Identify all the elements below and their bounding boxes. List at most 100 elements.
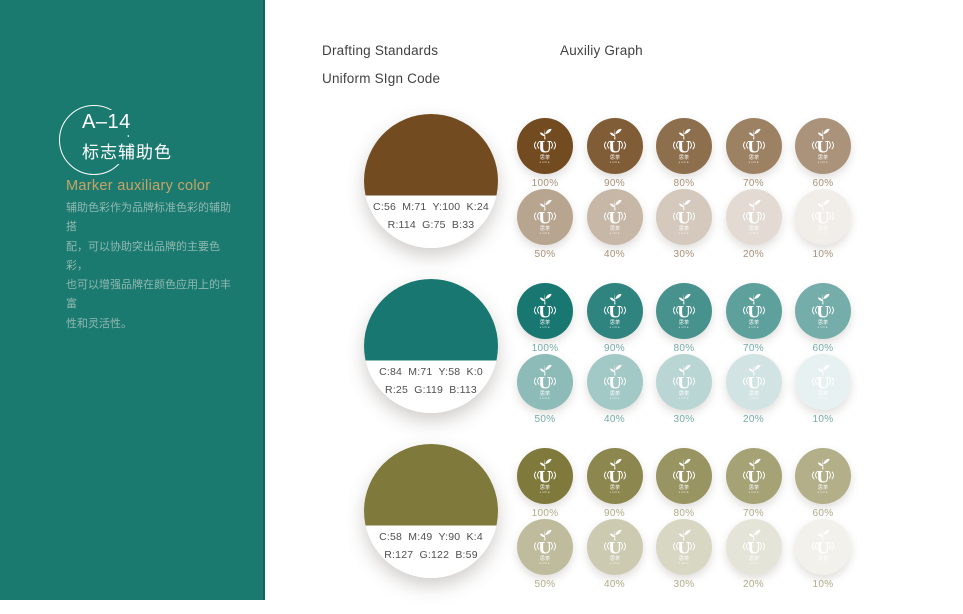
sicha-tea-logo-icon: U 思茶 sicha (673, 529, 695, 565)
rgb-value: R:114 G:75 B:33 (387, 219, 475, 231)
tint-circle-teal-70%: U 思茶 sicha (725, 283, 782, 339)
svg-text:sicha: sicha (748, 398, 759, 400)
sicha-tea-logo-icon: U 思茶 sicha (673, 364, 695, 400)
tint-label-row-high: 100% 90% 80% 70% 60% (517, 178, 851, 189)
svg-text:sicha: sicha (748, 233, 759, 235)
svg-text:思茶: 思茶 (679, 554, 689, 562)
sicha-tea-logo-icon: U 思茶 sicha (534, 128, 556, 164)
color-swatch-circle: C:58 M:49 Y:90 K:4 R:127 G:122 B:59 (364, 444, 498, 578)
tint-percent-label: 90% (604, 508, 625, 519)
svg-text:sicha: sicha (609, 563, 620, 565)
sicha-tea-logo-icon: U 思茶 sicha (603, 364, 626, 400)
tint-circle-teal-60%: U 思茶 sicha (795, 283, 851, 339)
sicha-tea-logo-icon: U 思茶 sicha (603, 529, 626, 565)
tint-percent-label: 100% (531, 343, 559, 354)
sicha-tea-logo-icon: U 思茶 sicha (534, 458, 556, 494)
tint-percent-label: 10% (812, 249, 834, 260)
tint-percent-label: 80% (673, 343, 695, 354)
sicha-tea-logo-icon: U 思茶 sicha (742, 128, 765, 164)
svg-text:思茶: 思茶 (748, 153, 758, 161)
description-line: 辅助色彩作为品牌标准色彩的辅助搭 (66, 202, 231, 234)
sicha-tea-logo-icon: U 思茶 sicha (742, 458, 765, 494)
svg-text:sicha: sicha (679, 492, 690, 494)
svg-text:思茶: 思茶 (748, 483, 758, 491)
svg-text:sicha: sicha (748, 327, 759, 329)
sicha-tea-logo-icon: U 思茶 sicha (534, 529, 556, 565)
description-line: 也可以增强品牌在颜色应用上的丰富 (66, 279, 231, 311)
svg-text:sicha: sicha (540, 563, 551, 565)
page-code: A–14 (80, 110, 135, 135)
sicha-tea-logo-icon: U 思茶 sicha (673, 458, 695, 494)
tint-row-low: U 思茶 sicha U 思茶 sicha U (517, 189, 851, 245)
tint-percent-label: 50% (534, 414, 556, 425)
svg-text:U: U (538, 375, 552, 393)
svg-text:思茶: 思茶 (609, 224, 619, 232)
tint-percent-label: 30% (673, 414, 695, 425)
cmyk-value: C:84 M:71 Y:58 K:0 (379, 366, 483, 378)
svg-text:思茶: 思茶 (609, 483, 619, 491)
sicha-tea-logo-icon: U 思茶 sicha (534, 293, 556, 329)
svg-text:思茶: 思茶 (748, 554, 758, 562)
svg-text:sicha: sicha (818, 492, 829, 494)
tint-circle-brown-20%: U 思茶 sicha (725, 189, 782, 245)
svg-text:sicha: sicha (679, 563, 690, 565)
svg-text:U: U (608, 540, 622, 558)
tint-row-low: U 思茶 sicha U 思茶 sicha U (517, 519, 851, 575)
svg-text:sicha: sicha (540, 398, 551, 400)
svg-text:sicha: sicha (818, 233, 829, 235)
sicha-tea-logo-icon: U 思茶 sicha (812, 364, 834, 400)
sicha-tea-logo-icon: U 思茶 sicha (603, 458, 626, 494)
tint-circle-brown-60%: U 思茶 sicha (795, 118, 851, 174)
svg-text:思茶: 思茶 (540, 153, 550, 161)
tint-label-row-low: 50% 40% 30% 20% 10% (517, 579, 851, 590)
tint-percent-label: 100% (531, 508, 559, 519)
tint-circle-teal-50%: U 思茶 sicha (517, 354, 573, 410)
sicha-tea-logo-icon: U 思茶 sicha (603, 128, 626, 164)
tint-circle-olive-20%: U 思茶 sicha (725, 519, 782, 575)
color-swatch-circle: C:56 M:71 Y:100 K:24 R:114 G:75 B:33 (364, 114, 498, 248)
svg-text:sicha: sicha (609, 327, 620, 329)
svg-text:U: U (747, 375, 761, 393)
sicha-tea-logo-icon: U 思茶 sicha (812, 199, 834, 235)
svg-text:U: U (747, 210, 761, 228)
svg-text:思茶: 思茶 (540, 554, 550, 562)
svg-text:思茶: 思茶 (818, 318, 828, 326)
tint-row-low: U 思茶 sicha U 思茶 sicha U (517, 354, 851, 410)
svg-text:U: U (747, 139, 761, 157)
color-group-brown: C:56 M:71 Y:100 K:24 R:114 G:75 B:33 U 思… (0, 114, 963, 284)
tint-percent-label: 60% (812, 508, 834, 519)
color-group-teal: C:84 M:71 Y:58 K:0 R:25 G:119 B:113 U 思茶… (0, 279, 963, 449)
svg-text:U: U (747, 304, 761, 322)
svg-text:U: U (538, 139, 552, 157)
svg-text:sicha: sicha (540, 233, 551, 235)
tint-circle-brown-100%: U 思茶 sicha (517, 118, 573, 174)
svg-text:U: U (677, 139, 691, 157)
tint-circle-brown-40%: U 思茶 sicha (586, 189, 643, 245)
svg-text:思茶: 思茶 (818, 389, 828, 397)
svg-text:U: U (677, 375, 691, 393)
sicha-tea-logo-icon: U 思茶 sicha (673, 199, 695, 235)
page-description: 辅助色彩作为品牌标准色彩的辅助搭 配，可以协助突出品牌的主要色彩， 也可以增强品… (66, 199, 231, 334)
svg-text:sicha: sicha (679, 233, 690, 235)
svg-text:思茶: 思茶 (679, 389, 689, 397)
sicha-tea-logo-icon: U 思茶 sicha (742, 199, 765, 235)
svg-text:sicha: sicha (818, 162, 829, 164)
svg-text:sicha: sicha (748, 162, 759, 164)
svg-text:思茶: 思茶 (818, 224, 828, 232)
svg-text:sicha: sicha (540, 492, 551, 494)
tint-percent-label: 20% (743, 249, 764, 260)
tint-circle-olive-100%: U 思茶 sicha (517, 448, 573, 504)
tint-circle-olive-70%: U 思茶 sicha (725, 448, 782, 504)
tint-label-row-low: 50% 40% 30% 20% 10% (517, 249, 851, 260)
svg-text:U: U (538, 210, 552, 228)
svg-text:U: U (747, 469, 761, 487)
svg-text:U: U (608, 304, 622, 322)
rgb-value: R:127 G:122 B:59 (384, 549, 478, 561)
svg-text:U: U (538, 540, 552, 558)
tint-circle-olive-30%: U 思茶 sicha (656, 519, 712, 575)
tint-percent-label: 90% (604, 178, 625, 189)
tint-circle-teal-10%: U 思茶 sicha (795, 354, 851, 410)
sicha-tea-logo-icon: U 思茶 sicha (603, 293, 626, 329)
sicha-tea-logo-icon: U 思茶 sicha (534, 364, 556, 400)
svg-text:思茶: 思茶 (609, 153, 619, 161)
